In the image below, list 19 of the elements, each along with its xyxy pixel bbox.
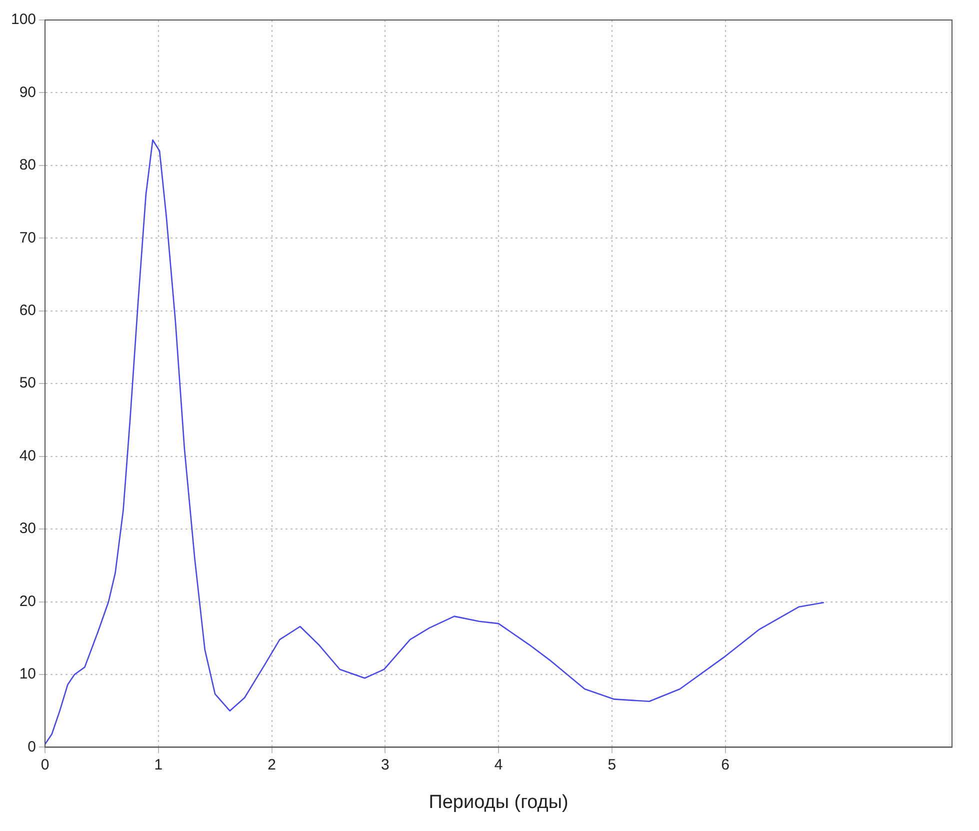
x-tick-label: 3	[380, 756, 390, 774]
y-tick-label: 50	[19, 374, 36, 392]
y-tick-label: 100	[10, 11, 36, 28]
y-tick-label: 70	[19, 229, 36, 246]
x-tick-label: 4	[494, 756, 503, 774]
y-tick-label: 60	[19, 302, 36, 320]
y-tick-label: 30	[19, 520, 36, 538]
x-tick-label: 1	[154, 756, 163, 774]
x-tick-label: 0	[40, 756, 50, 774]
y-tick-label: 10	[19, 666, 36, 683]
y-tick-label: 40	[19, 447, 36, 464]
y-tick-label: 90	[19, 84, 36, 101]
x-tick-label: 6	[721, 756, 730, 774]
y-tick-label: 0	[28, 738, 36, 756]
y-tick-label: 80	[19, 156, 36, 174]
x-axis-title: Периоды (годы)	[428, 792, 568, 813]
y-tick-label: 20	[19, 592, 36, 610]
x-tick-label: 2	[268, 756, 276, 774]
x-tick-label: 5	[608, 756, 616, 774]
